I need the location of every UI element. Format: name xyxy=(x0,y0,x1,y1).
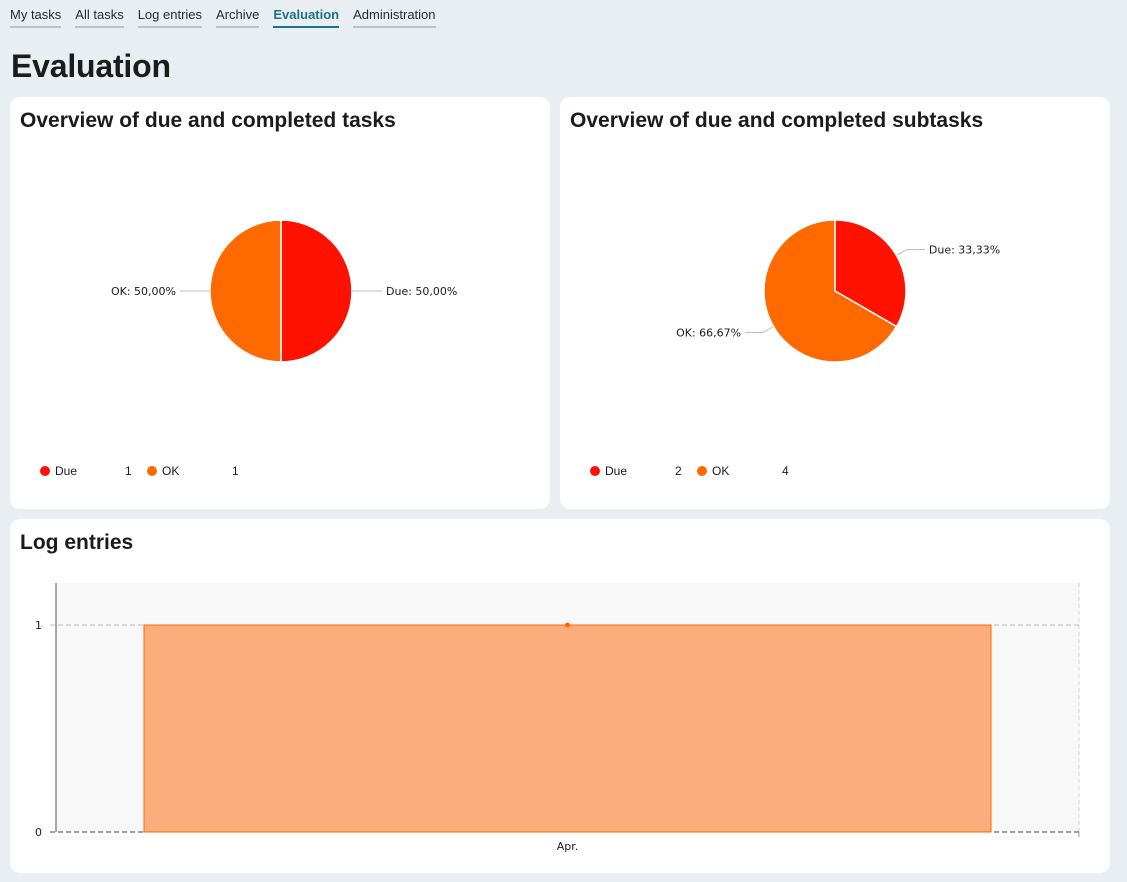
tab-all-tasks[interactable]: All tasks xyxy=(75,6,124,28)
pie-label-ok: OK: 50,00% xyxy=(111,285,176,298)
tasks-overview-card: Overview of due and completed tasks Due:… xyxy=(10,97,550,509)
subtasks-pie-chart: Due: 33,33% OK: 66,67% xyxy=(676,219,1000,363)
x-tick-label: Apr. xyxy=(557,840,579,853)
legend-label-due: Due xyxy=(55,464,78,478)
data-point[interactable] xyxy=(565,622,570,628)
log-entries-chart: 0 1 Apr. xyxy=(35,583,1080,853)
legend-label-due: Due xyxy=(605,464,628,478)
pie-label-connector-due xyxy=(896,249,925,256)
legend-dot-due xyxy=(590,466,600,476)
legend-label-ok: OK xyxy=(162,464,180,478)
tab-administration[interactable]: Administration xyxy=(353,6,436,28)
tab-my-tasks[interactable]: My tasks xyxy=(10,6,62,28)
pie-label-due: Due: 33,33% xyxy=(929,244,1000,257)
legend-dot-due xyxy=(40,466,50,476)
legend-label-ok: OK xyxy=(712,464,730,478)
pie-slice-ok[interactable] xyxy=(763,219,898,363)
pie-label-due: Due: 50,00% xyxy=(386,285,457,298)
legend-dot-ok xyxy=(697,466,707,476)
tab-archive[interactable]: Archive xyxy=(216,6,260,28)
log-entries-title: Log entries xyxy=(20,531,134,554)
tab-log-entries[interactable]: Log entries xyxy=(137,6,203,28)
pie-label-ok: OK: 66,67% xyxy=(676,327,741,340)
subtasks-legend: Due 2 OK 4 xyxy=(590,464,850,480)
tab-evaluation[interactable]: Evaluation xyxy=(273,6,340,28)
y-tick-label: 0 xyxy=(35,826,42,839)
subtasks-overview-card: Overview of due and completed subtasks D… xyxy=(560,97,1110,509)
legend-count-ok: 1 xyxy=(232,464,239,478)
page-title: Evaluation xyxy=(11,48,171,84)
tasks-overview-title: Overview of due and completed tasks xyxy=(20,109,396,132)
pie-slice-ok[interactable] xyxy=(209,219,282,363)
tasks-pie-chart: Due: 50,00% OK: 50,00% xyxy=(111,219,457,363)
pie-slice-due[interactable] xyxy=(280,219,353,363)
y-tick-label: 1 xyxy=(35,619,42,632)
legend-dot-ok xyxy=(147,466,157,476)
pie-label-connector-ok xyxy=(745,326,774,333)
legend-count-due: 2 xyxy=(675,464,682,478)
area-series-log-entries[interactable] xyxy=(143,624,992,833)
tasks-legend: Due 1 OK 1 xyxy=(40,464,300,480)
log-entries-card: Log entries 0 1 Apr. xyxy=(10,519,1110,873)
main-tabs: My tasks All tasks Log entries Archive E… xyxy=(10,6,436,28)
legend-count-due: 1 xyxy=(125,464,132,478)
legend-count-ok: 4 xyxy=(782,464,789,478)
subtasks-overview-title: Overview of due and completed subtasks xyxy=(570,109,984,132)
